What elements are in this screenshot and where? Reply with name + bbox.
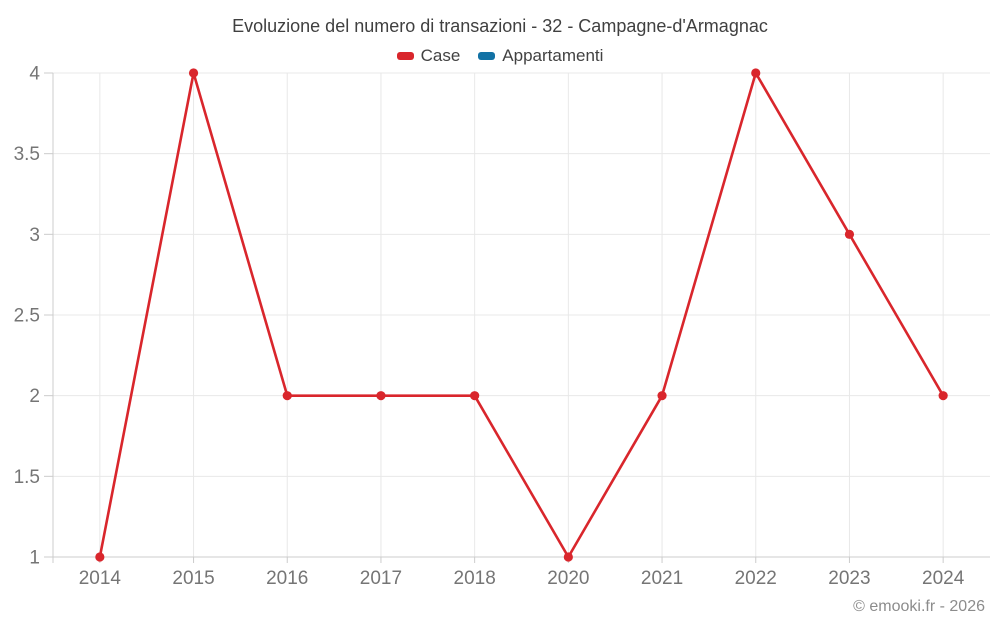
x-tick-label: 2014 [79, 568, 122, 589]
y-tick-label: 2.5 [14, 306, 40, 327]
x-tick-label: 2023 [828, 568, 870, 589]
y-tick-label: 3.5 [14, 144, 40, 165]
x-tick-label: 2016 [266, 568, 308, 589]
legend-label-appartamenti: Appartamenti [502, 46, 604, 65]
legend-item-case[interactable]: Case [396, 46, 461, 66]
data-point-case-2016[interactable] [282, 391, 292, 401]
y-tick-label: 1 [29, 548, 40, 569]
x-tick-label: 2015 [172, 568, 214, 589]
y-tick-label: 1.5 [14, 467, 40, 488]
y-tick-label: 2 [29, 386, 40, 407]
chart-legend: Case Appartamenti [0, 46, 1000, 66]
data-point-case-2021[interactable] [657, 391, 667, 401]
data-point-case-2014[interactable] [95, 552, 105, 562]
legend-item-appartamenti[interactable]: Appartamenti [478, 46, 603, 66]
chart-footer-copyright: © emooki.fr - 2026 [853, 598, 985, 615]
x-tick-label: 2020 [547, 568, 589, 589]
x-tick-label: 2022 [735, 568, 777, 589]
chart-title: Evoluzione del numero di transazioni - 3… [232, 16, 768, 36]
x-tick-label: 2024 [922, 568, 965, 589]
data-point-case-2020[interactable] [563, 552, 573, 562]
x-tick-label: 2018 [454, 568, 496, 589]
legend-label-case: Case [420, 46, 461, 65]
y-tick-label: 4 [29, 64, 40, 85]
data-point-case-2015[interactable] [188, 68, 199, 78]
data-point-case-2024[interactable] [938, 391, 948, 401]
data-point-case-2023[interactable] [844, 229, 855, 239]
data-point-case-2018[interactable] [470, 391, 480, 401]
x-tick-label: 2021 [641, 568, 683, 589]
data-point-case-2017[interactable] [376, 391, 386, 401]
legend-swatch-case-icon [396, 52, 414, 60]
legend-swatch-appartamenti-icon [478, 52, 496, 60]
y-tick-label: 3 [29, 225, 40, 246]
series-line-case [98, 71, 945, 559]
x-tick-label: 2017 [360, 568, 402, 589]
data-point-case-2022[interactable] [751, 68, 761, 78]
